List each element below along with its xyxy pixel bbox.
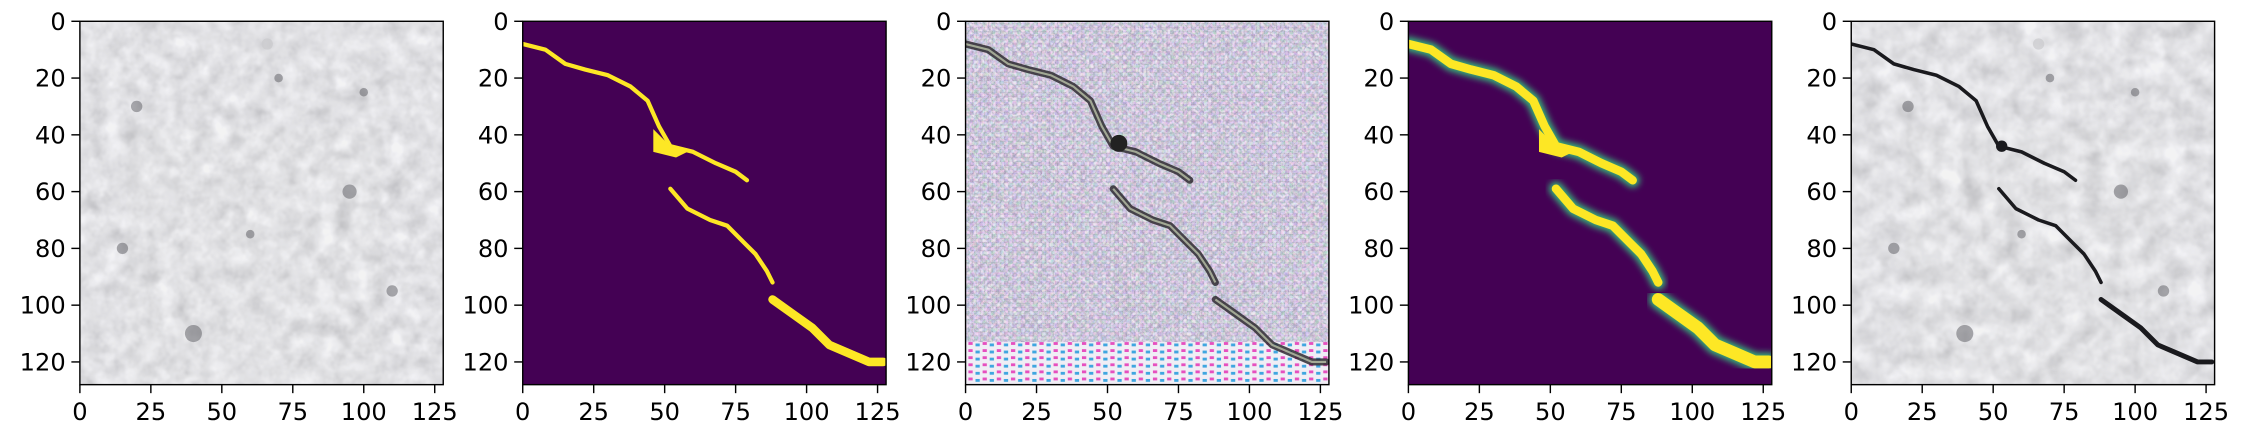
axes-frame xyxy=(964,20,1330,386)
y-tick-label: 100 xyxy=(20,292,66,320)
x-tick-label: 25 xyxy=(136,398,167,426)
y-tick-label: 100 xyxy=(905,292,951,320)
x-tick-label: 0 xyxy=(72,398,87,426)
x-tick-label: 100 xyxy=(1226,398,1272,426)
crack-mask-stroke xyxy=(668,186,775,285)
y-tick-label: 20 xyxy=(1806,65,1837,93)
panel-image xyxy=(79,21,444,385)
y-tick-label: 100 xyxy=(1791,292,1837,320)
x-tick-label: 100 xyxy=(1669,398,1715,426)
y-tick-label: 80 xyxy=(1806,235,1837,263)
x-tick-label: 25 xyxy=(1907,398,1938,426)
x-tick-label: 25 xyxy=(1021,398,1052,426)
x-tick-label: 125 xyxy=(855,398,901,426)
crack-mask-stroke xyxy=(1408,39,1637,185)
y-tick-label: 60 xyxy=(1364,178,1395,206)
x-tick-label: 125 xyxy=(1297,398,1343,426)
y-tick-label: 60 xyxy=(478,178,509,206)
axes-frame xyxy=(522,20,887,386)
x-tick-label: 75 xyxy=(1606,398,1637,426)
y-tick-label: 0 xyxy=(936,8,951,36)
x-tick-label: 25 xyxy=(1464,398,1495,426)
axes-frame xyxy=(1407,20,1773,386)
crack-line xyxy=(2098,297,2215,365)
y-tick-label: 80 xyxy=(35,235,66,263)
crack-line xyxy=(1851,42,2078,183)
y-tick-label: 0 xyxy=(1822,8,1837,36)
x-tick-label: 50 xyxy=(1978,398,2009,426)
crack-mask-stroke xyxy=(522,41,750,183)
y-tick-label: 40 xyxy=(1806,121,1837,149)
y-tick-label: 120 xyxy=(20,348,66,376)
crack-mask-stroke xyxy=(1651,293,1772,369)
x-tick-label: 75 xyxy=(1163,398,1194,426)
x-tick-label: 0 xyxy=(1844,398,1859,426)
x-tick-label: 50 xyxy=(1092,398,1123,426)
x-tick-label: 0 xyxy=(1401,398,1416,426)
panel-binary-crack-mask: 0 25 50 75 100 125 0 20 40 60 80 100 120 xyxy=(463,8,901,426)
y-tick-label: 120 xyxy=(1348,348,1394,376)
x-tick-label: 125 xyxy=(1740,398,1786,426)
x-tick-label: 100 xyxy=(784,398,830,426)
y-tick-label: 40 xyxy=(921,121,952,149)
x-tick-label: 50 xyxy=(206,398,237,426)
y-tick-label: 20 xyxy=(478,65,509,93)
y-tick-label: 40 xyxy=(1364,121,1395,149)
x-tick-label: 0 xyxy=(958,398,973,426)
panel-generated-crack-texture: 0 25 50 75 100 125 0 20 40 60 80 100 120 xyxy=(905,8,1343,426)
x-tick-label: 100 xyxy=(2112,398,2158,426)
x-tick-label: 0 xyxy=(515,398,530,426)
x-tick-label: 125 xyxy=(2183,398,2229,426)
panel-image xyxy=(1851,21,2215,385)
y-tick-label: 40 xyxy=(478,121,509,149)
y-tick-label: 60 xyxy=(921,178,952,206)
x-tick-label: 75 xyxy=(2049,398,2080,426)
x-tick-label: 75 xyxy=(277,398,308,426)
y-tick-label: 120 xyxy=(1791,348,1837,376)
y-tick-label: 20 xyxy=(921,65,952,93)
panel-soft-crack-mask: 0 25 50 75 100 125 0 20 40 60 80 100 120 xyxy=(1348,8,1786,426)
x-tick-label: 100 xyxy=(341,398,387,426)
crack-mask-stroke xyxy=(768,295,887,367)
panel-image xyxy=(965,21,1329,385)
y-tick-label: 60 xyxy=(1806,178,1837,206)
y-tick-label: 80 xyxy=(921,235,952,263)
panel-concrete-texture: 0 25 50 75 100 125 0 20 40 60 80 100 120 xyxy=(20,8,458,426)
y-tick-label: 120 xyxy=(463,348,509,376)
y-tick-label: 100 xyxy=(463,292,509,320)
y-tick-label: 80 xyxy=(478,235,509,263)
panel-blended-crack-result: 0 25 50 75 100 125 0 20 40 60 80 100 120 xyxy=(1791,8,2229,426)
x-tick-label: 125 xyxy=(412,398,458,426)
panel-image xyxy=(1408,21,1772,385)
panel-image xyxy=(522,21,887,385)
y-tick-label: 20 xyxy=(1364,65,1395,93)
y-tick-label: 80 xyxy=(1364,235,1395,263)
y-tick-label: 120 xyxy=(905,348,951,376)
axes-frame xyxy=(79,20,444,386)
y-tick-label: 40 xyxy=(35,121,66,149)
x-tick-label: 50 xyxy=(649,398,680,426)
y-tick-label: 60 xyxy=(35,178,66,206)
y-tick-label: 20 xyxy=(35,65,66,93)
y-tick-label: 0 xyxy=(493,8,508,36)
crack-line xyxy=(1997,187,2103,285)
axes-frame xyxy=(1850,20,2216,386)
y-tick-label: 0 xyxy=(50,8,65,36)
y-tick-label: 0 xyxy=(1379,8,1394,36)
x-tick-label: 75 xyxy=(720,398,751,426)
x-tick-label: 50 xyxy=(1535,398,1566,426)
crack-mask-stroke xyxy=(1551,184,1663,287)
x-tick-label: 25 xyxy=(578,398,609,426)
y-tick-label: 100 xyxy=(1348,292,1394,320)
